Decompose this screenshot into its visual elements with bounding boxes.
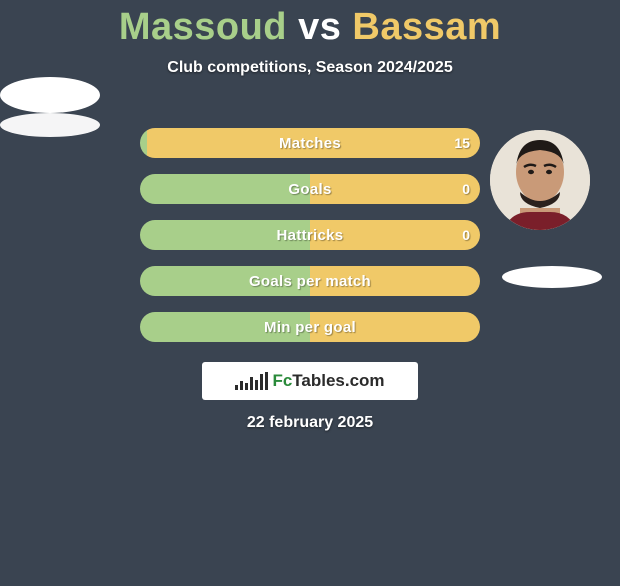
player1-avatar-placeholder-2 — [0, 113, 100, 137]
stat-value-right: 0 — [452, 220, 480, 250]
player2-name: Bassam — [352, 6, 501, 48]
logo-text: FcTables.com — [272, 371, 384, 391]
stats-rows: Matches15Goals0Hattricks0Goals per match… — [140, 128, 480, 358]
vs-text: vs — [298, 6, 341, 48]
date-text: 22 february 2025 — [0, 414, 620, 432]
stat-label: Goals per match — [140, 266, 480, 296]
stat-row: Goals0 — [140, 174, 480, 204]
logo-suffix: Tables.com — [292, 371, 384, 390]
player2-placeholder-pill — [502, 266, 602, 288]
comparison-title: Massoud vs Bassam — [0, 6, 620, 49]
stat-row: Goals per match — [140, 266, 480, 296]
stat-label: Hattricks — [140, 220, 480, 250]
fctables-logo: FcTables.com — [202, 362, 418, 400]
subtitle: Club competitions, Season 2024/2025 — [0, 59, 620, 77]
player1-name: Massoud — [119, 6, 287, 48]
stat-label: Matches — [140, 128, 480, 158]
stat-label: Min per goal — [140, 312, 480, 342]
logo-prefix: Fc — [272, 371, 292, 390]
player2-face-icon — [490, 130, 590, 230]
player1-avatar-placeholder-1 — [0, 77, 100, 113]
logo-bars-icon — [235, 372, 268, 390]
stat-value-right: 15 — [444, 128, 480, 158]
stat-row: Min per goal — [140, 312, 480, 342]
stat-row: Matches15 — [140, 128, 480, 158]
stat-row: Hattricks0 — [140, 220, 480, 250]
stat-value-right: 0 — [452, 174, 480, 204]
stat-label: Goals — [140, 174, 480, 204]
player2-avatar — [490, 130, 590, 230]
